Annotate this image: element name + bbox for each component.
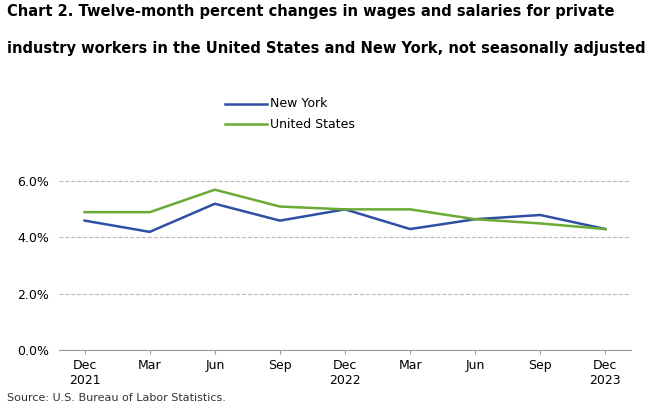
United States xyxy=(211,187,219,192)
New York xyxy=(471,217,479,222)
New York xyxy=(536,212,544,217)
New York xyxy=(341,207,349,212)
United States xyxy=(81,210,89,214)
Text: Chart 2. Twelve-month percent changes in wages and salaries for private: Chart 2. Twelve-month percent changes in… xyxy=(7,4,614,19)
Text: United States: United States xyxy=(270,118,355,131)
Line: United States: United States xyxy=(85,190,605,229)
Text: New York: New York xyxy=(270,97,327,110)
Text: industry workers in the United States and New York, not seasonally adjusted: industry workers in the United States an… xyxy=(7,41,645,56)
United States xyxy=(471,217,479,222)
New York xyxy=(146,230,154,234)
United States xyxy=(341,207,349,212)
United States xyxy=(146,210,154,214)
New York xyxy=(602,227,609,232)
Line: New York: New York xyxy=(85,204,605,232)
United States xyxy=(276,204,284,209)
Text: Source: U.S. Bureau of Labor Statistics.: Source: U.S. Bureau of Labor Statistics. xyxy=(7,393,225,403)
New York xyxy=(406,227,414,232)
United States xyxy=(406,207,414,212)
New York xyxy=(211,201,219,206)
United States xyxy=(602,227,609,232)
New York xyxy=(81,218,89,223)
United States xyxy=(536,221,544,226)
New York xyxy=(276,218,284,223)
